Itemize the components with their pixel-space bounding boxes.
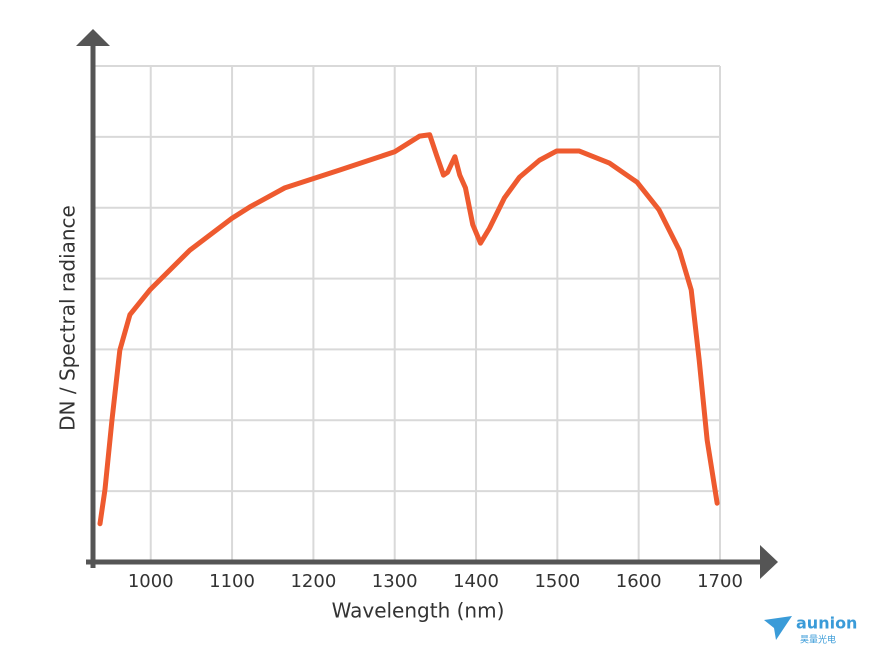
x-tick-label: 1600 [616,571,662,592]
logo-subtitle: 昊量光电 [800,634,836,646]
logo-brand: aunion [796,614,857,633]
x-tick-label: 1500 [534,571,580,592]
logo-icon [764,616,792,640]
x-tick-label: 1000 [128,571,174,592]
x-axis-label: Wavelength (nm) [332,599,505,623]
logo: aunion 昊量光电 [764,614,857,646]
x-tick-label: 1700 [697,571,743,592]
x-tick-label: 1200 [290,571,336,592]
y-axis-arrow [76,29,110,46]
x-tick-label: 1400 [453,571,499,592]
y-axis-label: DN / Spectral radiance [56,205,80,431]
x-tick-label: 1300 [372,571,418,592]
x-tick-label: 1100 [209,571,255,592]
data-line [97,132,720,527]
x-axis-arrow [760,545,778,579]
